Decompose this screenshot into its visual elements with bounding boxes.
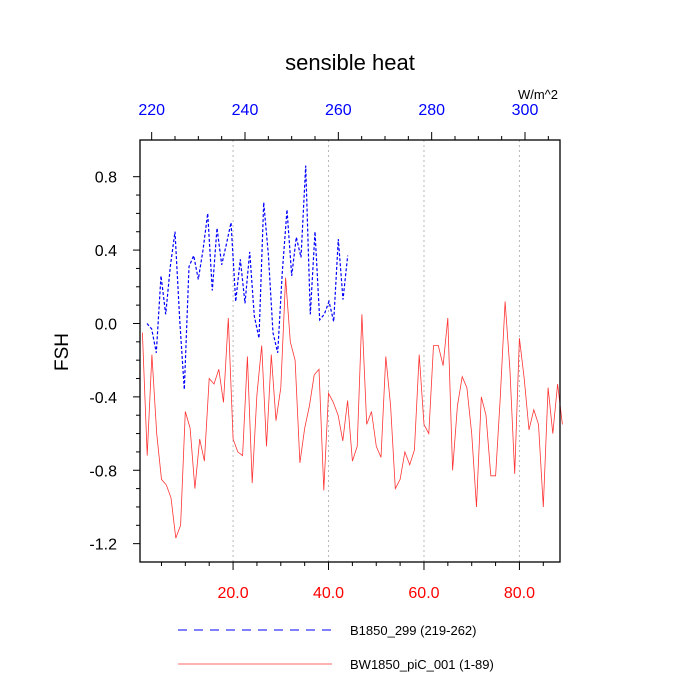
chart-title: sensible heat (285, 50, 415, 75)
bottom-tick-label: 80.0 (504, 585, 535, 602)
legend-label-2: BW1850_piC_001 (1-89) (350, 657, 494, 672)
y-tick-label: 0.8 (95, 170, 117, 187)
series-line-2 (142, 277, 563, 539)
series-lines (142, 165, 563, 539)
top-tick-label: 220 (138, 102, 165, 119)
plot-frame (139, 139, 561, 563)
legend-label-1: B1850_299 (219-262) (350, 623, 477, 638)
tick-labels: 0.8 0.4 0.0 -0.4 -0.8 -1.2 20.0 40.0 60.0 80.0 220… (89, 102, 538, 602)
top-tick-label: 260 (325, 102, 352, 119)
y-axis-label: FSH (52, 333, 73, 371)
units-label: W/m^2 (518, 87, 558, 102)
y-tick-label: -0.8 (89, 463, 117, 480)
top-tick-label: 240 (232, 102, 259, 119)
bottom-tick-label: 40.0 (313, 585, 344, 602)
legend: B1850_299 (219-262) BW1850_piC_001 (1-89) (178, 623, 494, 672)
top-tick-label: 300 (512, 102, 539, 119)
y-tick-label: -0.4 (89, 390, 117, 407)
bottom-tick-label: 20.0 (217, 585, 248, 602)
gridlines (232, 140, 520, 562)
y-tick-label: 0.4 (95, 243, 117, 260)
top-tick-label: 280 (418, 102, 445, 119)
series-line-1 (146, 165, 349, 390)
axis-ticks (133, 132, 549, 570)
bottom-tick-label: 60.0 (408, 585, 439, 602)
y-tick-label: 0.0 (95, 316, 117, 333)
y-tick-label: -1.2 (89, 537, 117, 554)
